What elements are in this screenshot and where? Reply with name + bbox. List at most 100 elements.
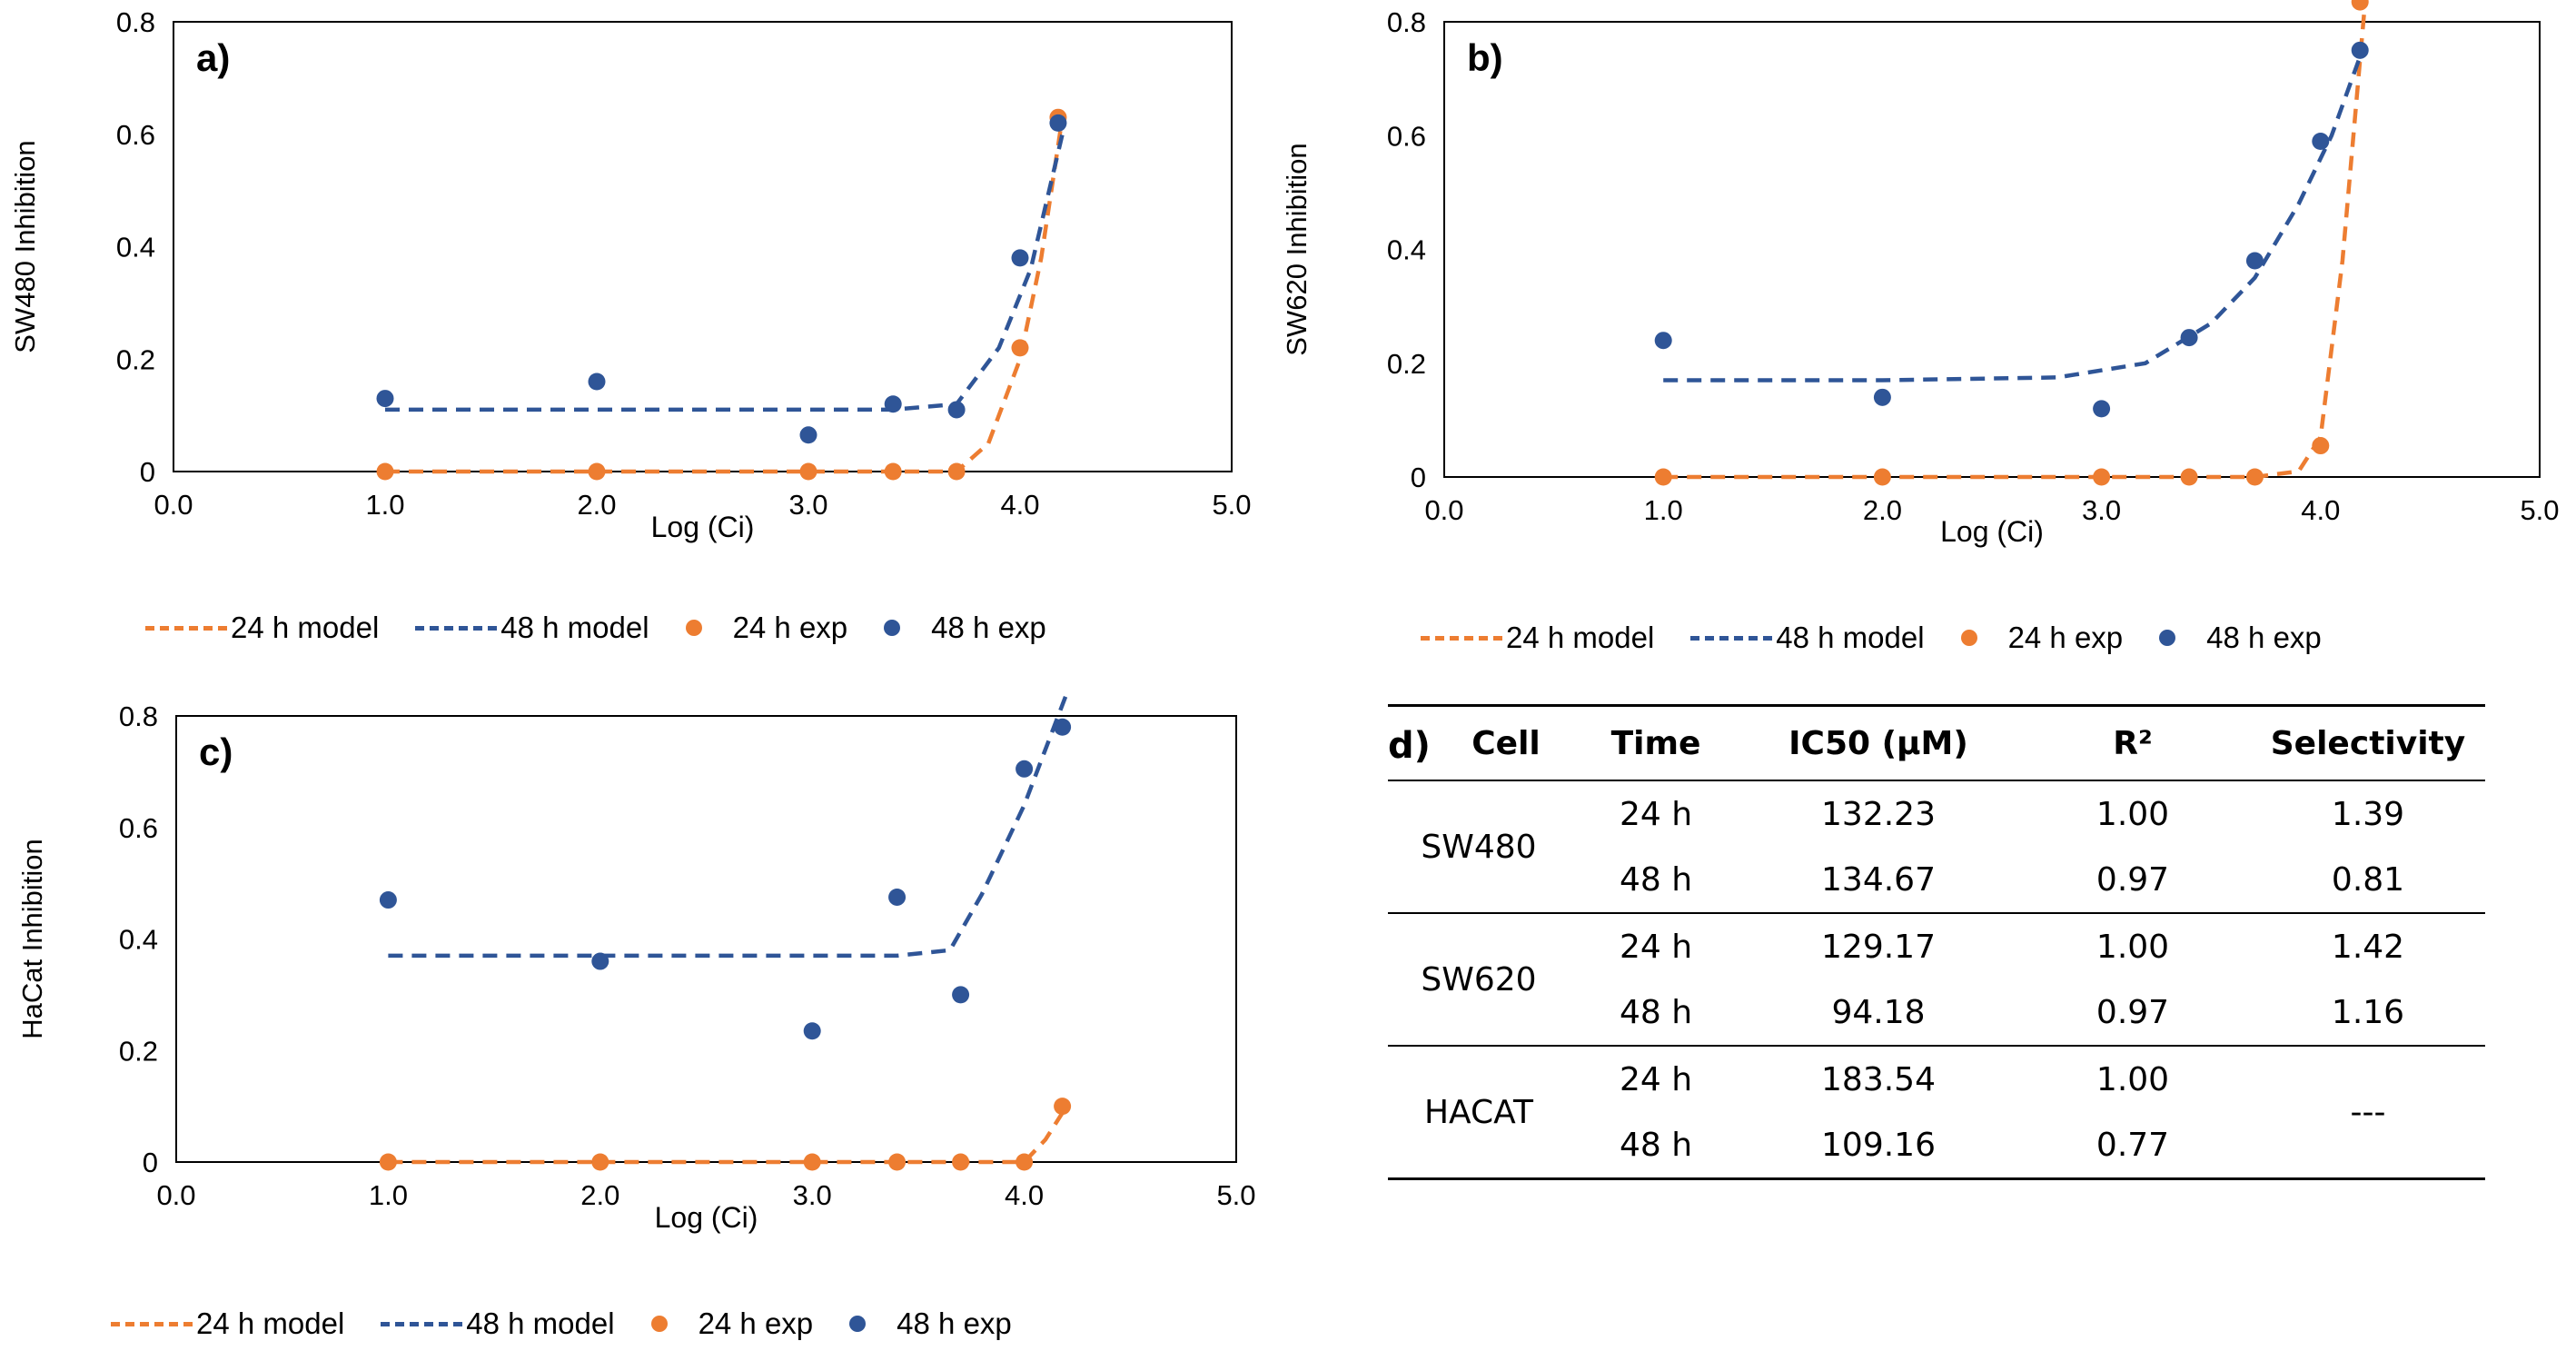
chart-panel-c: 0 0.2 0.4 0.6 0.8 0.0 1.0 2.0 3.0 4.0 5.0 Log (Ci) H… bbox=[0, 690, 1272, 1361]
x-tick-label: 4.0 bbox=[1005, 1179, 1044, 1211]
legend-24h-exp: 24 h exp bbox=[650, 1306, 813, 1341]
data-point-24-h-exp bbox=[952, 1153, 970, 1171]
legend-c: 24 h model 48 h model 24 h exp 48 h exp bbox=[111, 1306, 1012, 1341]
data-point-48-h-exp bbox=[1054, 718, 1072, 736]
data-point-48-h-exp bbox=[947, 401, 966, 419]
table-row: HACAT 24 h 183.54 1.00 --- bbox=[1388, 1046, 2485, 1131]
legend-48h-model: 48 h model bbox=[1690, 621, 1925, 655]
data-point-24-h-exp bbox=[888, 1153, 907, 1171]
time-cell: 24 h bbox=[1619, 795, 1693, 833]
data-point-48-h-exp bbox=[1016, 760, 1034, 778]
data-point-24-h-exp bbox=[2312, 437, 2330, 455]
ic50-cell: 134.67 bbox=[1821, 860, 1936, 899]
data-point-48-h-exp bbox=[1654, 332, 1672, 350]
y-tick-label: 0.8 bbox=[119, 700, 158, 732]
y-tick-label: 0.2 bbox=[1387, 348, 1426, 380]
x-tick-label: 2.0 bbox=[577, 489, 616, 521]
y-axis-label: SW620 Inhibition bbox=[1281, 143, 1313, 355]
legend-48h-model: 48 h model bbox=[381, 1306, 615, 1341]
data-point-24-h-exp bbox=[1011, 339, 1029, 357]
y-tick-label: 0.8 bbox=[116, 6, 155, 38]
x-tick-label: 1.0 bbox=[1644, 494, 1683, 526]
x-tick-label: 3.0 bbox=[788, 489, 827, 521]
data-point-24-h-exp bbox=[1016, 1153, 1034, 1171]
ic50-cell: 94.18 bbox=[1831, 993, 1926, 1031]
data-point-24-h-exp bbox=[2351, 0, 2369, 11]
time-cell: 48 h bbox=[1619, 993, 1693, 1031]
x-axis-label: Log (Ci) bbox=[655, 1201, 758, 1234]
x-tick-label: 5.0 bbox=[1216, 1179, 1255, 1211]
r2-cell: 0.77 bbox=[2095, 1126, 2170, 1164]
panel-label: a) bbox=[196, 36, 230, 79]
table-header-cell: d) Cell bbox=[1388, 724, 1541, 768]
y-tick-label: 0.4 bbox=[1387, 234, 1426, 266]
legend-24h-model: 24 h model bbox=[111, 1306, 344, 1341]
plot-frame bbox=[173, 21, 1233, 472]
legend-48h-exp: 48 h exp bbox=[2159, 621, 2322, 655]
chart-c-svg: 0 0.2 0.4 0.6 0.8 0.0 1.0 2.0 3.0 4.0 5.0 Log (Ci) H… bbox=[16, 692, 1256, 1234]
x-axis-label: Log (Ci) bbox=[1940, 515, 2044, 548]
data-point-48-h-exp bbox=[379, 891, 397, 909]
y-tick-label: 0.2 bbox=[116, 343, 155, 375]
panel-label: b) bbox=[1467, 36, 1503, 79]
x-tick-label: 2.0 bbox=[1863, 494, 1902, 526]
cell-name: HACAT bbox=[1423, 1093, 1534, 1131]
plot-frame bbox=[1443, 21, 2541, 478]
y-tick-label: 0.2 bbox=[119, 1035, 158, 1067]
data-point-48-h-exp bbox=[591, 952, 609, 970]
y-axis-label: SW480 Inhibition bbox=[9, 140, 41, 353]
series-line-48-h-model bbox=[388, 692, 1069, 959]
legend-48h-exp: 48 h exp bbox=[884, 611, 1046, 645]
selectivity-cell: --- bbox=[2350, 1093, 2386, 1131]
x-tick-label: 2.0 bbox=[580, 1179, 619, 1211]
y-tick-label: 0.4 bbox=[119, 924, 158, 956]
series-line-48-h-model bbox=[1663, 44, 2367, 382]
results-table: d) Cell Time IC50 (µM) R² Selectivity SW… bbox=[1388, 704, 2485, 1180]
ic50-cell: 129.17 bbox=[1821, 928, 1936, 966]
panel-label-d: d) bbox=[1388, 725, 1431, 767]
data-point-24-h-exp bbox=[376, 462, 394, 481]
chart-panel-b: 0 0.2 0.4 0.6 0.8 0.0 1.0 2.0 3.0 4.0 5.0 Log (Ci) S… bbox=[1272, 0, 2576, 672]
results-table-panel: d) Cell Time IC50 (µM) R² Selectivity SW… bbox=[1388, 704, 2485, 1180]
legend-24h-exp: 24 h exp bbox=[685, 611, 847, 645]
y-axis-label: HaCat Inhibition bbox=[16, 839, 48, 1039]
data-point-48-h-exp bbox=[2312, 133, 2330, 151]
chart-panel-a: 0 0.2 0.4 0.6 0.8 0.0 1.0 2.0 3.0 4.0 5.0 Log (Ci) S… bbox=[0, 0, 1272, 672]
x-tick-label: 4.0 bbox=[1000, 489, 1039, 521]
data-point-24-h-exp bbox=[947, 462, 966, 481]
data-point-24-h-exp bbox=[799, 462, 817, 481]
r2-cell: 1.00 bbox=[2095, 1060, 2170, 1098]
y-tick-label: 0 bbox=[1411, 462, 1426, 493]
data-point-48-h-exp bbox=[799, 426, 817, 444]
data-point-24-h-exp bbox=[2245, 468, 2264, 486]
table-row: SW620 24 h 129.17 1.00 1.42 bbox=[1388, 913, 2485, 998]
x-tick-label: 5.0 bbox=[2520, 494, 2559, 526]
y-tick-label: 0.6 bbox=[116, 119, 155, 151]
table-header-time: Time bbox=[1610, 724, 1701, 762]
data-point-48-h-exp bbox=[1873, 388, 1891, 406]
r2-cell: 0.97 bbox=[2095, 993, 2170, 1031]
y-tick-label: 0.6 bbox=[119, 812, 158, 844]
data-point-48-h-exp bbox=[952, 986, 970, 1004]
panel-label: c) bbox=[199, 730, 233, 773]
ic50-cell: 109.16 bbox=[1821, 1126, 1936, 1164]
series-line-48-h-model bbox=[385, 134, 1065, 412]
series-line-24-h-model bbox=[1663, 10, 2367, 480]
time-cell: 24 h bbox=[1619, 928, 1693, 966]
legend-48h-model: 48 h model bbox=[415, 611, 649, 645]
data-point-48-h-exp bbox=[2351, 41, 2369, 59]
cell-name: SW620 bbox=[1421, 960, 1537, 998]
data-point-24-h-exp bbox=[1873, 468, 1891, 486]
legend-24h-exp: 24 h exp bbox=[1960, 621, 2123, 655]
data-point-48-h-exp bbox=[376, 390, 394, 408]
series-line-24-h-model bbox=[385, 116, 1065, 474]
table-header-selectivity: Selectivity bbox=[2270, 724, 2466, 762]
table-header-r2: R² bbox=[2113, 724, 2153, 762]
cell-name: SW480 bbox=[1421, 828, 1537, 866]
selectivity-cell: 0.81 bbox=[2331, 860, 2405, 899]
legend-b: 24 h model 48 h model 24 h exp 48 h exp bbox=[1421, 621, 2322, 655]
x-tick-label: 1.0 bbox=[365, 489, 404, 521]
x-tick-label: 0.0 bbox=[1424, 494, 1463, 526]
data-point-24-h-exp bbox=[591, 1153, 609, 1171]
x-tick-label: 0.0 bbox=[156, 1179, 195, 1211]
